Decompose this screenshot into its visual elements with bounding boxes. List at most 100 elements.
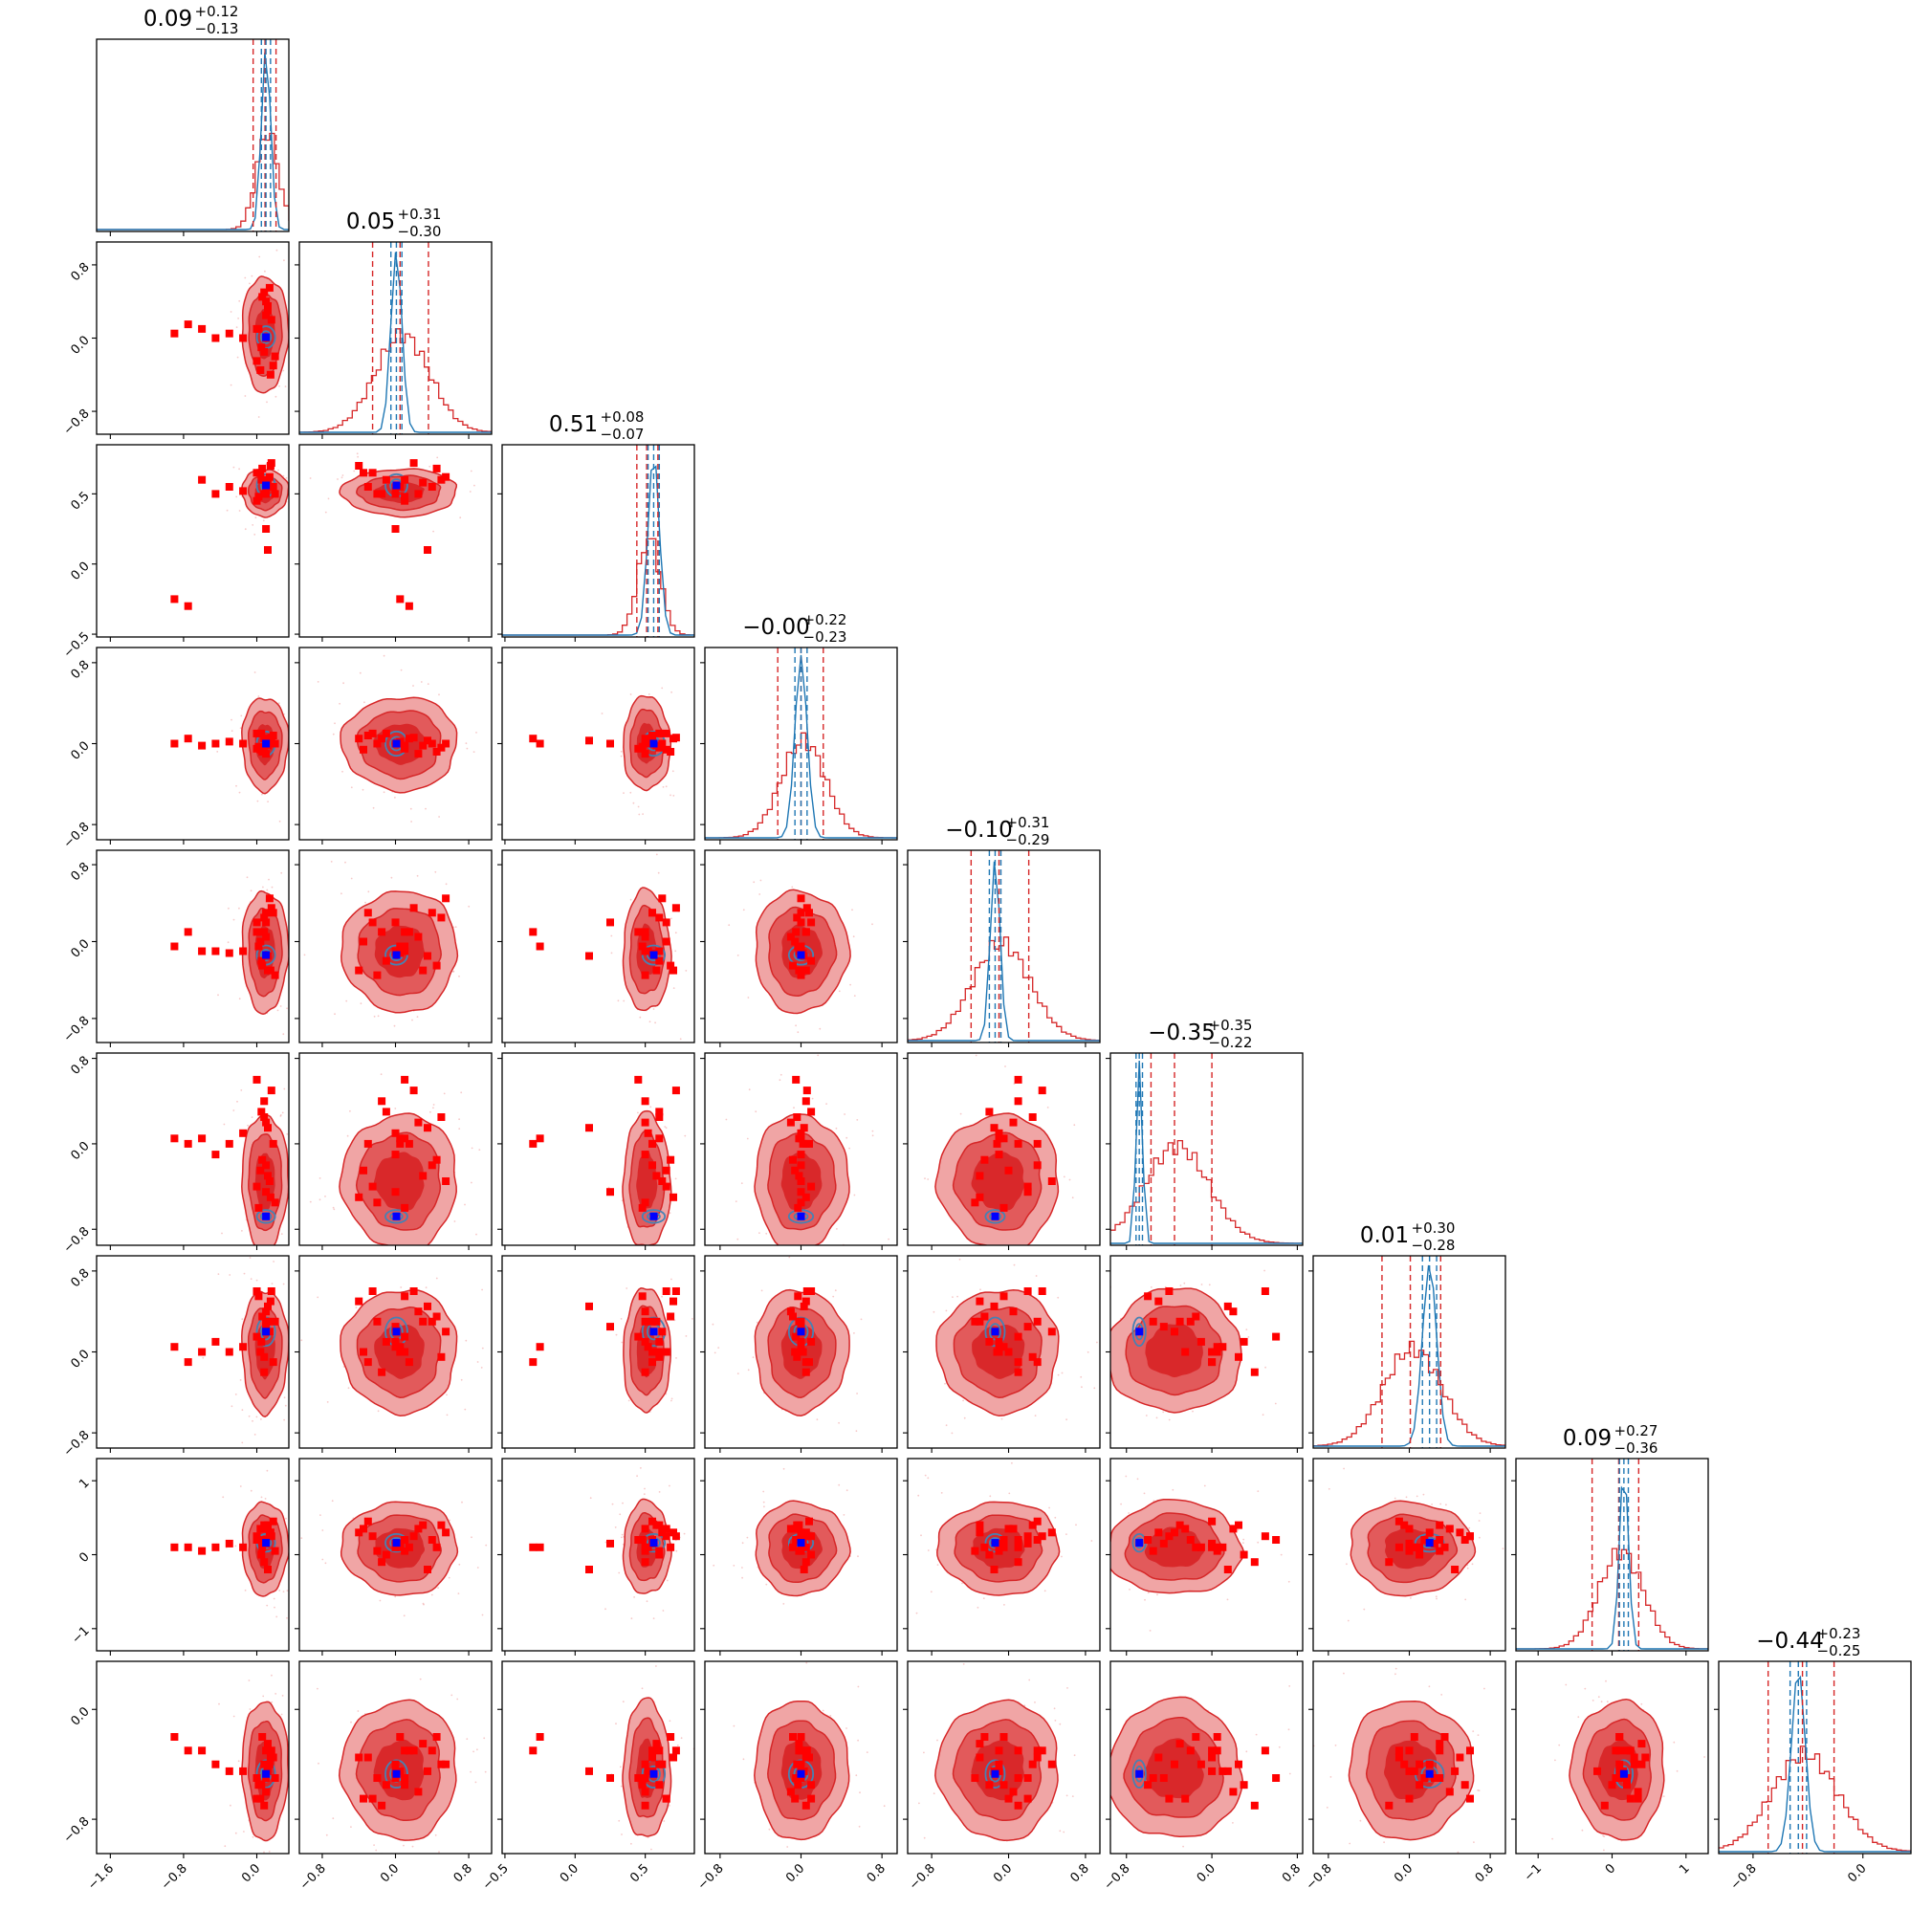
sample-dot bbox=[238, 510, 241, 512]
sample-dot bbox=[838, 990, 841, 993]
sample-dot bbox=[409, 807, 412, 810]
red-marker-9 bbox=[670, 1193, 677, 1201]
blue-marker bbox=[1425, 1539, 1434, 1548]
sample-dot bbox=[356, 452, 359, 455]
blue-marker bbox=[262, 333, 271, 341]
sample-dot bbox=[403, 1844, 405, 1847]
red-marker-21 bbox=[267, 316, 275, 324]
sample-dot bbox=[1383, 1841, 1385, 1844]
red-marker-3 bbox=[1615, 1760, 1624, 1768]
sample-dot bbox=[1035, 1275, 1038, 1277]
x-tick-label: 0.8 bbox=[1280, 1861, 1304, 1885]
sample-dot bbox=[676, 1745, 679, 1746]
red-marker-17 bbox=[667, 1733, 675, 1741]
blue-marker bbox=[392, 1328, 401, 1336]
sample-dot bbox=[443, 1092, 446, 1095]
red-marker-0 bbox=[170, 739, 179, 748]
sample-dot bbox=[457, 1278, 459, 1280]
sample-dot bbox=[464, 1408, 467, 1411]
red-marker-5 bbox=[239, 1129, 248, 1137]
red-marker-6 bbox=[1014, 1075, 1022, 1084]
sample-dot bbox=[843, 1514, 845, 1516]
red-marker-20 bbox=[791, 1794, 800, 1803]
sample-dot bbox=[791, 886, 794, 889]
red-marker-7 bbox=[655, 956, 664, 965]
scatter-panel-8-7: −1 0 1 bbox=[1511, 1660, 1709, 1884]
sample-dot bbox=[290, 916, 292, 918]
y-tick-label: 0.0 bbox=[68, 739, 92, 763]
red-marker-22 bbox=[271, 490, 279, 498]
sample-dot bbox=[283, 1418, 285, 1421]
x-tick-label: 0.0 bbox=[1392, 1861, 1416, 1885]
red-marker-9 bbox=[355, 1193, 363, 1201]
sample-dot bbox=[856, 1280, 858, 1282]
sample-dot bbox=[652, 1008, 655, 1010]
red-marker-12 bbox=[419, 741, 428, 750]
red-marker-14 bbox=[1047, 1177, 1056, 1185]
red-marker-22 bbox=[271, 1547, 279, 1555]
red-marker-16 bbox=[1033, 1517, 1042, 1526]
red-marker-9 bbox=[976, 1753, 984, 1762]
x-tick-label: 0.0 bbox=[991, 1861, 1015, 1885]
red-marker-14 bbox=[1047, 1760, 1056, 1768]
sample-dot bbox=[852, 935, 855, 938]
sample-dot bbox=[610, 934, 613, 937]
sample-dot bbox=[281, 1111, 284, 1114]
red-marker-13 bbox=[641, 1801, 649, 1810]
sample-dot bbox=[412, 685, 414, 687]
red-marker-14 bbox=[265, 1177, 274, 1185]
sample-dot bbox=[607, 1186, 610, 1189]
scatter-panel-8-2: −0.5 0.0 0.5 bbox=[480, 1660, 695, 1893]
sample-dot bbox=[239, 1485, 242, 1487]
red-marker-5 bbox=[995, 1543, 1003, 1551]
panel-title-minus-0: −0.13 bbox=[195, 20, 239, 37]
red-marker-11 bbox=[368, 918, 377, 927]
panel-title-2: 0.51 bbox=[549, 412, 598, 437]
red-marker-0 bbox=[536, 1343, 544, 1351]
red-marker-15 bbox=[1460, 1781, 1469, 1789]
red-marker-13 bbox=[378, 1801, 386, 1810]
sample-dot bbox=[427, 683, 429, 685]
blue-contour-outer bbox=[984, 1209, 1006, 1224]
blue-marker bbox=[262, 481, 271, 490]
sample-dot bbox=[242, 1226, 244, 1228]
red-marker-7 bbox=[382, 475, 390, 484]
sample-dot bbox=[481, 1347, 484, 1350]
red-marker-19 bbox=[585, 736, 593, 745]
red-marker-3 bbox=[211, 1337, 220, 1346]
red-marker-23 bbox=[793, 913, 801, 922]
red-marker-23 bbox=[1028, 1521, 1037, 1529]
sample-dot bbox=[1600, 1701, 1603, 1703]
panel-title-plus-3: +0.22 bbox=[803, 611, 847, 628]
sample-dot bbox=[934, 1460, 936, 1461]
sample-dot bbox=[292, 1370, 294, 1372]
red-marker-4 bbox=[993, 1348, 1001, 1356]
red-marker-11 bbox=[368, 1287, 377, 1295]
red-marker-19 bbox=[990, 1124, 999, 1132]
sample-dot bbox=[1600, 1876, 1602, 1877]
sample-dot bbox=[1128, 1512, 1131, 1514]
red-marker-13 bbox=[641, 1368, 649, 1376]
red-marker-23 bbox=[655, 913, 664, 922]
panel-content bbox=[1110, 1053, 1303, 1245]
red-marker-3 bbox=[211, 947, 220, 955]
red-marker-8 bbox=[1436, 1746, 1444, 1755]
panel-content bbox=[170, 1075, 289, 1245]
sample-dot bbox=[266, 1469, 269, 1472]
scatter-panel-6-3 bbox=[700, 1255, 898, 1453]
sample-dot bbox=[683, 1532, 686, 1535]
x-tick-label: −1.6 bbox=[85, 1861, 117, 1893]
sample-dot bbox=[1034, 1415, 1037, 1416]
sample-dot bbox=[1125, 1475, 1128, 1478]
red-marker-17 bbox=[789, 1543, 797, 1551]
sample-dot bbox=[222, 1496, 225, 1499]
sample-dot bbox=[1288, 1685, 1291, 1687]
sample-dot bbox=[1334, 1745, 1337, 1746]
panel-frame bbox=[501, 1052, 695, 1246]
red-marker-23 bbox=[1028, 1352, 1037, 1361]
red-marker-22 bbox=[373, 1198, 382, 1207]
sample-dot bbox=[266, 889, 269, 891]
sample-dot bbox=[930, 1288, 932, 1290]
sample-dot bbox=[958, 1258, 961, 1261]
red-histogram bbox=[705, 732, 897, 839]
